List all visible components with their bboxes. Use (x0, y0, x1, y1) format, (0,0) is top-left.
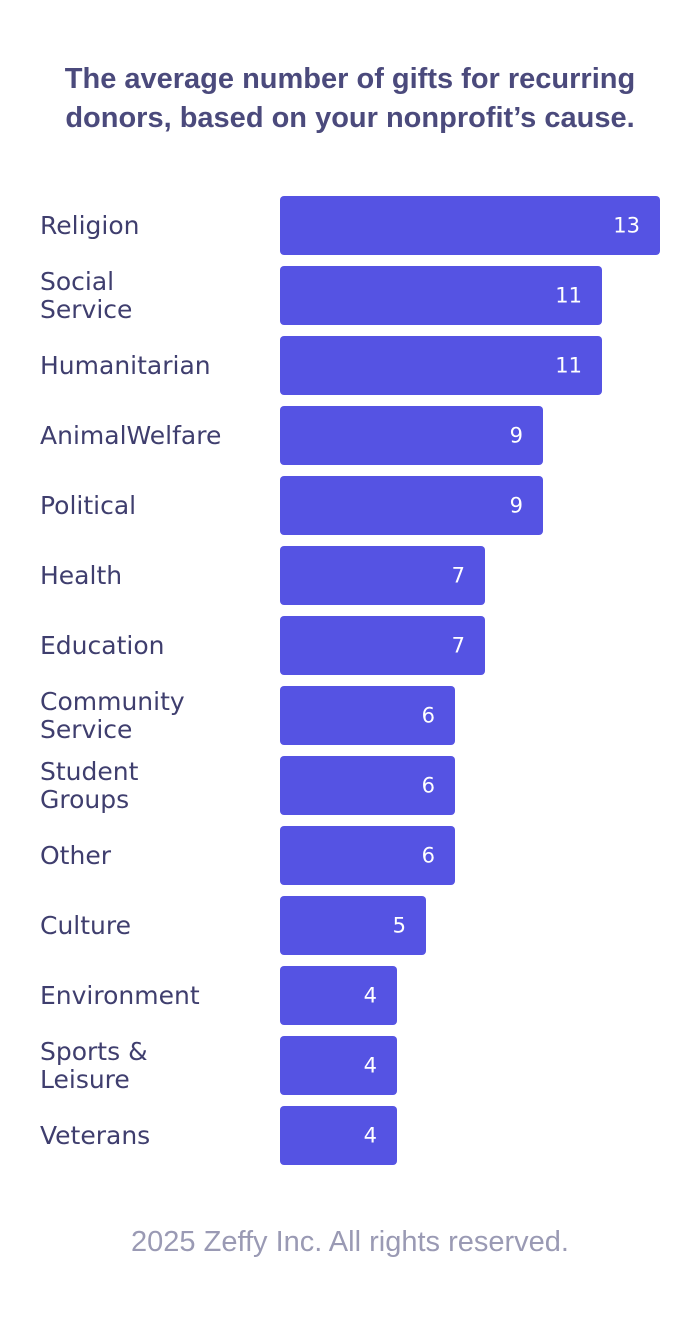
category-label: Education (40, 631, 164, 660)
bar (280, 756, 455, 815)
bar-value-label: 6 (422, 704, 435, 728)
bar (280, 1106, 397, 1165)
bar (280, 686, 455, 745)
bar-value-label: 7 (452, 634, 465, 658)
bar (280, 336, 602, 395)
bar-value-label: 4 (364, 984, 377, 1008)
category-label-line: Veterans (40, 1121, 150, 1150)
bar (280, 546, 485, 605)
category-label: AnimalWelfare (40, 421, 221, 450)
category-label-line: Leisure (40, 1065, 130, 1094)
category-label-line: Community (40, 687, 185, 716)
category-label: Social Service (40, 267, 132, 324)
category-label: Veterans (40, 1121, 150, 1150)
category-label: Health (40, 561, 122, 590)
bar-value-label: 11 (555, 354, 582, 378)
bar (280, 196, 660, 255)
bar (280, 616, 485, 675)
category-label: Humanitarian (40, 351, 211, 380)
bar (280, 966, 397, 1025)
category-label-line: Religion (40, 211, 139, 240)
category-label-line: Education (40, 631, 164, 660)
category-label-line: Environment (40, 981, 200, 1010)
bar-value-label: 7 (452, 564, 465, 588)
bar-value-label: 9 (510, 494, 523, 518)
category-label: Community Service (40, 687, 185, 744)
category-label-line: Culture (40, 911, 131, 940)
bar-value-label: 6 (422, 774, 435, 798)
bar (280, 476, 543, 535)
category-label-line: Other (40, 841, 112, 870)
category-label-line: Service (40, 715, 132, 744)
category-label-line: Social (40, 267, 114, 296)
category-label: Sports & Leisure (40, 1037, 148, 1094)
category-label: Environment (40, 981, 200, 1010)
bar (280, 826, 455, 885)
bar-value-label: 6 (422, 844, 435, 868)
bar-value-label: 9 (510, 424, 523, 448)
category-label-line: Sports & (40, 1037, 148, 1066)
category-label-line: Humanitarian (40, 351, 211, 380)
bar-value-label: 13 (613, 214, 640, 238)
category-label-line: Political (40, 491, 136, 520)
category-label-line: Service (40, 295, 132, 324)
bar-value-label: 11 (555, 284, 582, 308)
bar-value-label: 5 (393, 914, 406, 938)
category-label: Other (40, 841, 112, 870)
category-label: Religion (40, 211, 139, 240)
bar (280, 896, 426, 955)
category-label-line: AnimalWelfare (40, 421, 221, 450)
category-label: Culture (40, 911, 131, 940)
bar-value-label: 4 (364, 1054, 377, 1078)
category-label-line: Student (40, 757, 139, 786)
copyright-footer: 2025 Zeffy Inc. All rights reserved. (131, 1226, 569, 1258)
bar (280, 266, 602, 325)
bar (280, 406, 543, 465)
category-label-line: Groups (40, 785, 129, 814)
bar-value-label: 4 (364, 1124, 377, 1148)
bar (280, 1036, 397, 1095)
category-label: Student Groups (40, 757, 139, 814)
category-label: Political (40, 491, 136, 520)
category-label-line: Health (40, 561, 122, 590)
chart-title: The average number of gifts for recurrin… (64, 63, 636, 134)
